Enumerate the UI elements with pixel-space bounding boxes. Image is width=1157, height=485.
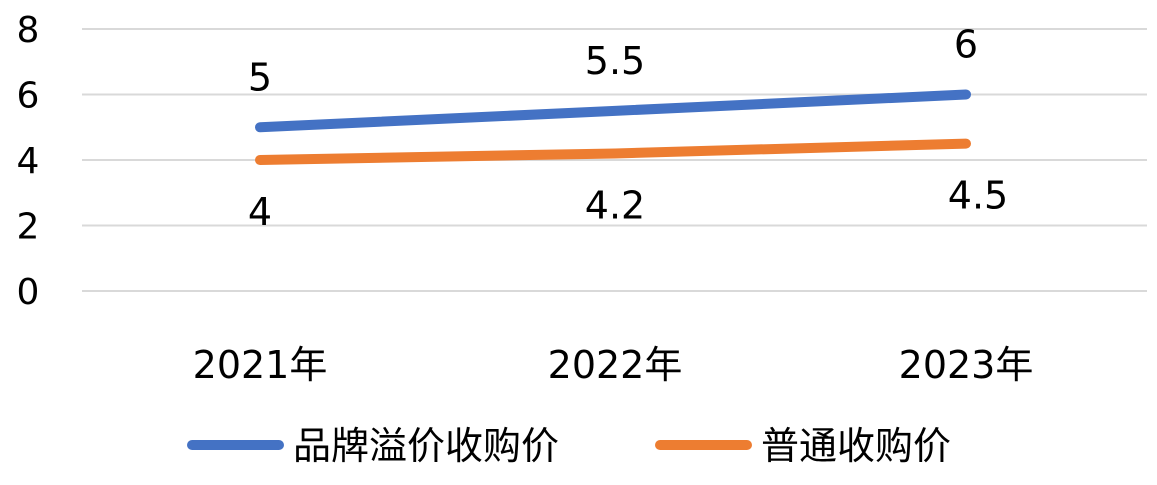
legend: 品牌溢价收购价 普通收购价 bbox=[187, 424, 951, 468]
series-lines bbox=[255, 89, 971, 165]
data-label: 4.2 bbox=[585, 183, 645, 227]
y-tick-label: 6 bbox=[17, 76, 40, 117]
legend-label: 品牌溢价收购价 bbox=[293, 424, 559, 468]
series-line-1 bbox=[255, 89, 971, 133]
data-label: 5.5 bbox=[585, 39, 645, 83]
data-label: 5 bbox=[248, 55, 272, 99]
data-label: 4 bbox=[248, 190, 272, 234]
x-axis-ticks: 2021年 2022年 2023年 bbox=[193, 343, 1034, 387]
y-tick-label: 0 bbox=[17, 272, 40, 313]
data-label: 6 bbox=[954, 23, 978, 67]
legend-label: 普通收购价 bbox=[761, 424, 951, 468]
y-tick-label: 2 bbox=[17, 207, 40, 248]
y-axis-ticks: 0 2 4 6 8 bbox=[17, 10, 40, 313]
y-tick-label: 8 bbox=[17, 10, 40, 51]
data-label: 4.5 bbox=[948, 174, 1008, 218]
series-line-2 bbox=[255, 138, 971, 165]
data-labels: 5 5.5 6 4 4.2 4.5 bbox=[248, 23, 1008, 235]
x-tick-label: 2022年 bbox=[548, 343, 683, 387]
x-tick-label: 2023年 bbox=[899, 343, 1034, 387]
y-tick-label: 4 bbox=[17, 141, 40, 182]
x-tick-label: 2021年 bbox=[193, 343, 328, 387]
